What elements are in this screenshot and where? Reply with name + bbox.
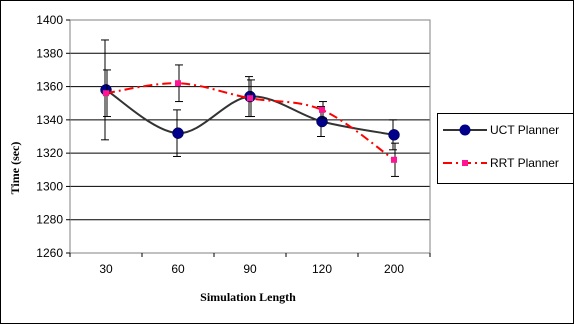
legend-box xyxy=(437,113,574,184)
data-point-marker xyxy=(388,129,400,141)
legend-marker xyxy=(459,124,471,136)
y-tick-label: 1320 xyxy=(36,146,63,160)
y-axis-title: Time (sec) xyxy=(8,142,22,195)
series-2 xyxy=(103,64,399,177)
legend-entry: UCT Planner xyxy=(443,123,559,137)
y-tick-label: 1300 xyxy=(36,179,63,193)
legend: UCT Planner RRT Planner xyxy=(437,113,574,184)
x-tick-label: 200 xyxy=(384,262,404,276)
legend-label: RRT Planner xyxy=(490,156,559,170)
data-point-marker xyxy=(391,156,397,163)
legend-marker xyxy=(462,160,468,166)
series-1 xyxy=(100,39,400,157)
y-tick-label: 1340 xyxy=(36,113,63,127)
data-point-marker xyxy=(103,90,109,97)
y-tick-label: 1400 xyxy=(36,13,63,27)
x-tick-label: 120 xyxy=(312,262,332,276)
x-tick-label: 60 xyxy=(171,262,185,276)
x-tick-label: 90 xyxy=(243,262,257,276)
plot-area xyxy=(69,19,431,254)
x-tick-label: 30 xyxy=(99,262,113,276)
data-point-marker xyxy=(175,80,181,87)
data-point-marker xyxy=(172,127,184,139)
y-tick-label: 1380 xyxy=(36,46,63,60)
legend-items: UCT Planner RRT Planner xyxy=(443,123,559,170)
data-point-marker xyxy=(247,95,253,102)
data-point-marker xyxy=(319,106,325,113)
x-axis-ticks: 30 60 90 120 200 xyxy=(69,253,431,276)
y-tick-label: 1280 xyxy=(36,213,63,227)
y-axis-ticks: 1260 1280 1300 1320 1340 1360 1380 1400 xyxy=(36,13,70,260)
series-layer xyxy=(100,39,400,177)
x-axis-title: Simulation Length xyxy=(200,290,296,304)
y-tick-label: 1260 xyxy=(36,246,63,260)
legend-entry: RRT Planner xyxy=(443,156,559,170)
data-point-marker xyxy=(316,115,328,128)
y-tick-label: 1360 xyxy=(36,80,63,94)
legend-label: UCT Planner xyxy=(490,123,559,137)
